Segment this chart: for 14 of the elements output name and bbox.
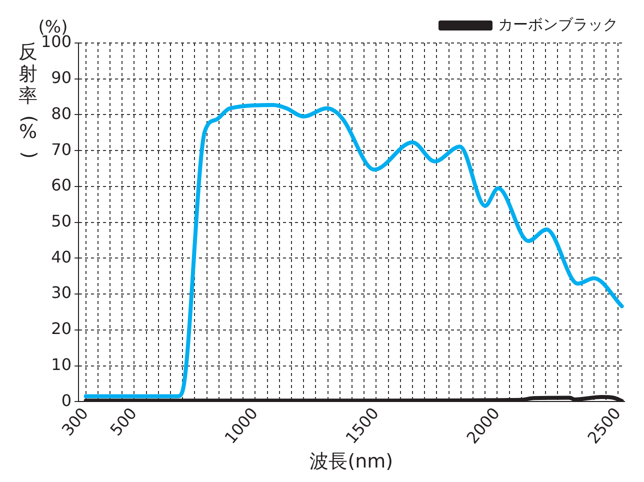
y-tick-label: 80 <box>51 104 72 123</box>
y-axis-title: 反射率(%) <box>18 40 40 159</box>
y-tick-label: 20 <box>51 319 72 338</box>
y-tick-label: 60 <box>51 176 72 195</box>
legend-label: カーボンブラック <box>498 15 618 34</box>
y-tick-label: 40 <box>51 247 72 266</box>
y-tick-label: 0 <box>61 390 72 410</box>
y-tick-label: 50 <box>51 211 72 230</box>
x-axis-title: 波長(nm) <box>310 450 394 473</box>
y-tick-label: 70 <box>51 140 72 159</box>
y-tick-label: 10 <box>51 354 72 374</box>
y-tick-label: 90 <box>51 68 72 88</box>
line-series <box>84 103 624 398</box>
y-tick-label: 30 <box>51 283 72 302</box>
